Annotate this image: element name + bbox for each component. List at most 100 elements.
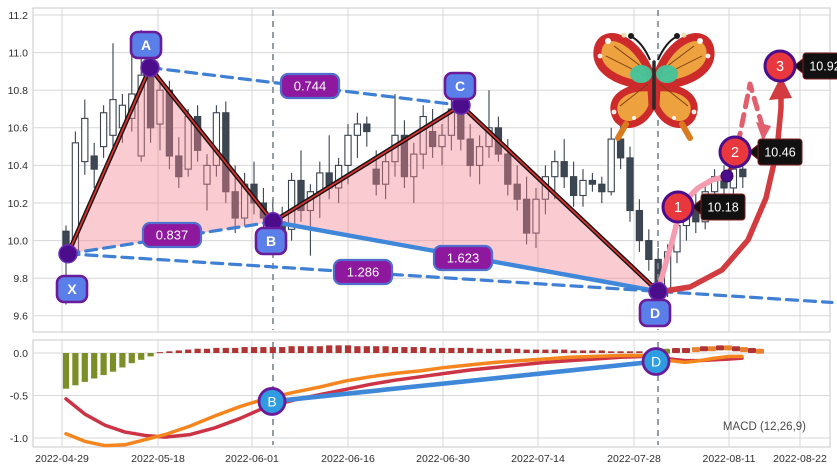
candlestick-up <box>551 161 559 178</box>
pattern-fill-xab <box>68 67 273 254</box>
pullback-dot <box>720 169 734 183</box>
macd-histogram-bar <box>382 346 389 353</box>
candlestick-up <box>287 179 296 230</box>
target-circle-2 <box>718 135 752 169</box>
macd-histogram-bar <box>429 347 436 353</box>
fib-ratio-label: 1.623 <box>447 251 480 266</box>
fib-ratio-label: 0.837 <box>156 228 189 243</box>
pattern-leg-core-bc <box>272 104 462 223</box>
candlestick-down <box>466 138 474 166</box>
price-tag-1: 10.18 <box>707 201 738 215</box>
macd-histogram-bar <box>185 349 192 353</box>
point-marker-d <box>648 281 668 302</box>
candlestick-down <box>428 131 437 148</box>
x-tick-label: 2022-06-16 <box>321 453 375 465</box>
fib-line-xd <box>66 252 834 305</box>
macd-histogram-bar <box>617 351 624 353</box>
x-tick-label: 2022-08-22 <box>773 453 827 465</box>
macd-point-d <box>641 347 671 376</box>
macd-histogram-bar <box>626 351 634 353</box>
price-tag-3: 10.92 <box>809 60 837 74</box>
macd-projected-square <box>716 345 724 351</box>
butterfly-icon <box>593 32 715 141</box>
candlestick-up <box>203 164 211 185</box>
candlestick-down <box>504 153 512 185</box>
candlestick-up <box>607 138 615 193</box>
point-label-b: B <box>266 233 276 249</box>
macd-histogram-bar <box>166 351 173 353</box>
candlestick-down <box>569 176 578 197</box>
candlestick-down <box>588 179 597 185</box>
macd-projected-square <box>724 345 732 351</box>
price-tag-box-1 <box>700 193 746 221</box>
point-label-box-c <box>443 71 477 101</box>
price-y-tick-label: 11.0 <box>8 47 28 59</box>
target-number-3: 3 <box>776 59 784 75</box>
point-label-box-d <box>638 298 672 328</box>
macd-y-tick-label: 0.0 <box>13 348 28 360</box>
candlestick-down <box>560 161 568 178</box>
macd-histogram-bar <box>608 351 615 353</box>
macd-projected-square <box>708 346 716 352</box>
macd-histogram-bar <box>420 347 427 353</box>
macd-histogram-bar <box>119 353 126 368</box>
macd-histogram-bar <box>279 347 286 353</box>
butterfly-antenna-tip <box>674 33 680 39</box>
pattern-leg-core-xa <box>67 66 151 255</box>
macd-histogram-bar <box>561 349 568 353</box>
candlesticks-layer <box>62 30 747 305</box>
macd-histogram-bar <box>354 346 361 353</box>
macd-histogram-bar <box>62 353 70 389</box>
point-marker-a <box>140 57 160 78</box>
candlestick-down <box>635 209 644 242</box>
macd-histogram-bar <box>598 350 605 353</box>
candlestick-down <box>231 191 239 219</box>
macd-histogram-bar <box>326 345 333 353</box>
candlestick-up <box>156 89 164 125</box>
macd-histogram-bar <box>438 347 446 353</box>
macd-histogram-bar <box>410 347 417 353</box>
macd-histogram-bar <box>344 345 352 353</box>
price-tag-2: 10.46 <box>764 146 795 160</box>
macd-histogram-bar <box>147 353 154 357</box>
macd-histogram-bar <box>636 351 643 353</box>
macd-y-tick-label: -1.0 <box>10 433 28 445</box>
macd-bd-line <box>269 359 659 404</box>
macd-plot-area <box>32 339 831 448</box>
macd-histogram-bar <box>250 347 258 353</box>
target-circle-3 <box>763 49 797 83</box>
macd-histogram-bar <box>316 346 323 353</box>
target-circle-1 <box>661 190 695 224</box>
point-label-x: X <box>67 281 77 297</box>
candlestick-down <box>513 183 521 200</box>
price-y-tick-label: 9.6 <box>13 311 28 323</box>
projection-curve-red <box>655 87 784 295</box>
macd-histogram-bar <box>467 347 474 353</box>
macd-projected-square <box>700 346 708 352</box>
candlestick-up <box>381 161 390 185</box>
candlestick-up <box>410 153 418 178</box>
macd-y-tick-label: -0.5 <box>10 390 28 402</box>
target-number-2: 2 <box>731 145 739 161</box>
x-tick-label: 2022-05-18 <box>131 453 185 465</box>
candlestick-up <box>353 123 362 136</box>
macd-histogram-bar <box>448 347 455 353</box>
macd-histogram-bar <box>91 353 98 379</box>
macd-projected-square <box>756 348 764 354</box>
macd-projected-square <box>692 347 700 353</box>
macd-histogram-bar <box>232 347 239 353</box>
price-y-tick-label: 9.8 <box>13 273 28 285</box>
projection-dashed-arrow <box>735 81 767 147</box>
price-y-tick-label: 10.6 <box>8 123 29 135</box>
fib-ratio-label-box <box>432 244 494 272</box>
fib-ratio-label: 1.286 <box>347 265 380 280</box>
fib-line-ac <box>148 66 463 107</box>
candlestick-up <box>438 134 446 148</box>
macd-histogram-bar <box>485 348 493 353</box>
macd-point-label-b: B <box>267 393 276 409</box>
macd-histogram-bar <box>175 350 182 353</box>
fib-ratio-label-box <box>279 72 341 100</box>
macd-histogram-bar <box>532 349 540 353</box>
x-tick-label: 2022-08-11 <box>703 453 756 465</box>
fib-ratio-label-box <box>332 258 394 286</box>
